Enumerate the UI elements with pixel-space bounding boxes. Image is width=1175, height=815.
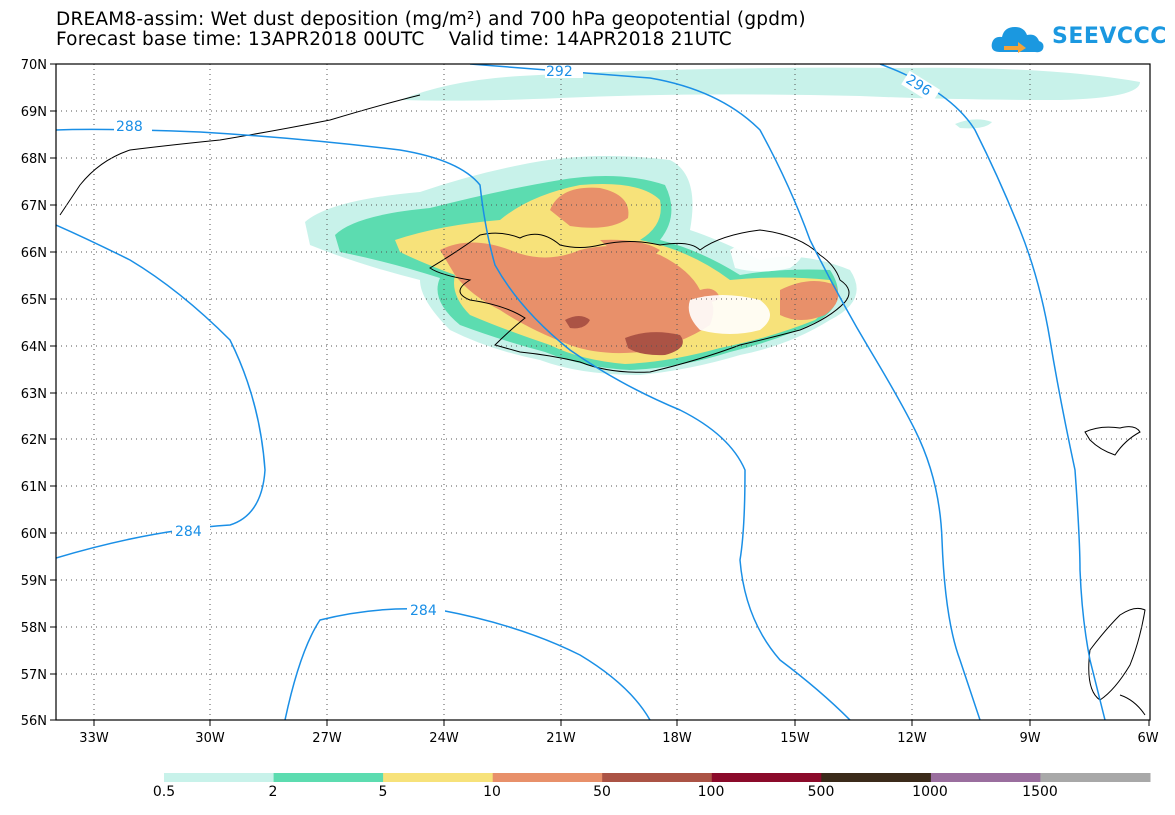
lon-label: 18W — [662, 731, 692, 746]
contour-labels: 288 292 296 284 284 — [114, 62, 941, 619]
logo-text: SEEVCCC — [1052, 24, 1167, 49]
colorbar-label: 500 — [808, 784, 835, 800]
latitude-labels: 70N 69N 68N 67N 66N 65N 64N 63N 62N 61N … — [21, 58, 47, 729]
colorbar-label: 0.5 — [153, 784, 175, 800]
longitude-labels: 33W 30W 27W 24W 21W 18W 15W 12W 9W 6W — [79, 731, 1158, 746]
colorbar-label: 2 — [269, 784, 278, 800]
lat-label: 64N — [21, 340, 47, 355]
cloud-icon — [991, 27, 1044, 53]
colorbar-label: 5 — [379, 784, 388, 800]
colorbar-segment — [602, 773, 713, 782]
lat-label: 67N — [21, 199, 47, 214]
lon-label: 27W — [312, 731, 342, 746]
lat-label: 68N — [21, 152, 47, 167]
colorbar-labels: 0.5 2 5 10 50 100 500 1000 1500 — [153, 784, 1058, 800]
colorbar-label: 10 — [483, 784, 501, 800]
lon-label: 33W — [79, 731, 109, 746]
colorbar-segment — [164, 773, 275, 782]
colorbar-label: 100 — [698, 784, 725, 800]
lat-label: 56N — [21, 714, 47, 729]
dust-deposition-field — [305, 67, 1140, 375]
lat-label: 60N — [21, 527, 47, 542]
lat-label: 66N — [21, 246, 47, 261]
coastlines — [59, 94, 1146, 716]
contour-label-292: 292 — [546, 64, 573, 80]
colorbar-label: 1500 — [1022, 784, 1058, 800]
colorbar-label: 1000 — [912, 784, 948, 800]
lon-label: 21W — [546, 731, 576, 746]
lon-label: 30W — [195, 731, 225, 746]
lon-label: 6W — [1137, 731, 1158, 746]
colorbar-segment — [492, 773, 603, 782]
colorbar-segment — [930, 773, 1041, 782]
latitude-axis — [50, 63, 56, 721]
colorbar-segment — [1040, 773, 1151, 782]
colorbar-segment — [711, 773, 822, 782]
map-subtitle: Forecast base time: 13APR2018 00UTC Vali… — [56, 29, 732, 50]
lat-label: 63N — [21, 387, 47, 402]
map-frame — [55, 63, 1151, 721]
lat-label: 57N — [21, 668, 47, 683]
contour-label-284-a: 284 — [175, 524, 202, 540]
lat-label: 65N — [21, 293, 47, 308]
lat-label: 59N — [21, 574, 47, 589]
longitude-axis — [93, 720, 1150, 726]
contour-label-284-b: 284 — [410, 603, 437, 619]
contour-label-288: 288 — [116, 119, 143, 135]
colorbar-segment — [821, 773, 932, 782]
colorbar — [164, 773, 1151, 782]
colorbar-segment — [383, 773, 494, 782]
lat-label: 58N — [21, 621, 47, 636]
lon-label: 15W — [780, 731, 810, 746]
lon-label: 12W — [897, 731, 927, 746]
colorbar-segment — [273, 773, 384, 782]
colorbar-label: 50 — [593, 784, 611, 800]
seevccc-logo — [990, 22, 1140, 56]
lat-label: 69N — [21, 105, 47, 120]
lat-label: 61N — [21, 480, 47, 495]
lon-label: 24W — [429, 731, 459, 746]
lat-label: 62N — [21, 433, 47, 448]
lat-label: 70N — [21, 58, 47, 73]
map-title: DREAM8-assim: Wet dust deposition (mg/m²… — [56, 9, 806, 30]
lon-label: 9W — [1019, 731, 1040, 746]
